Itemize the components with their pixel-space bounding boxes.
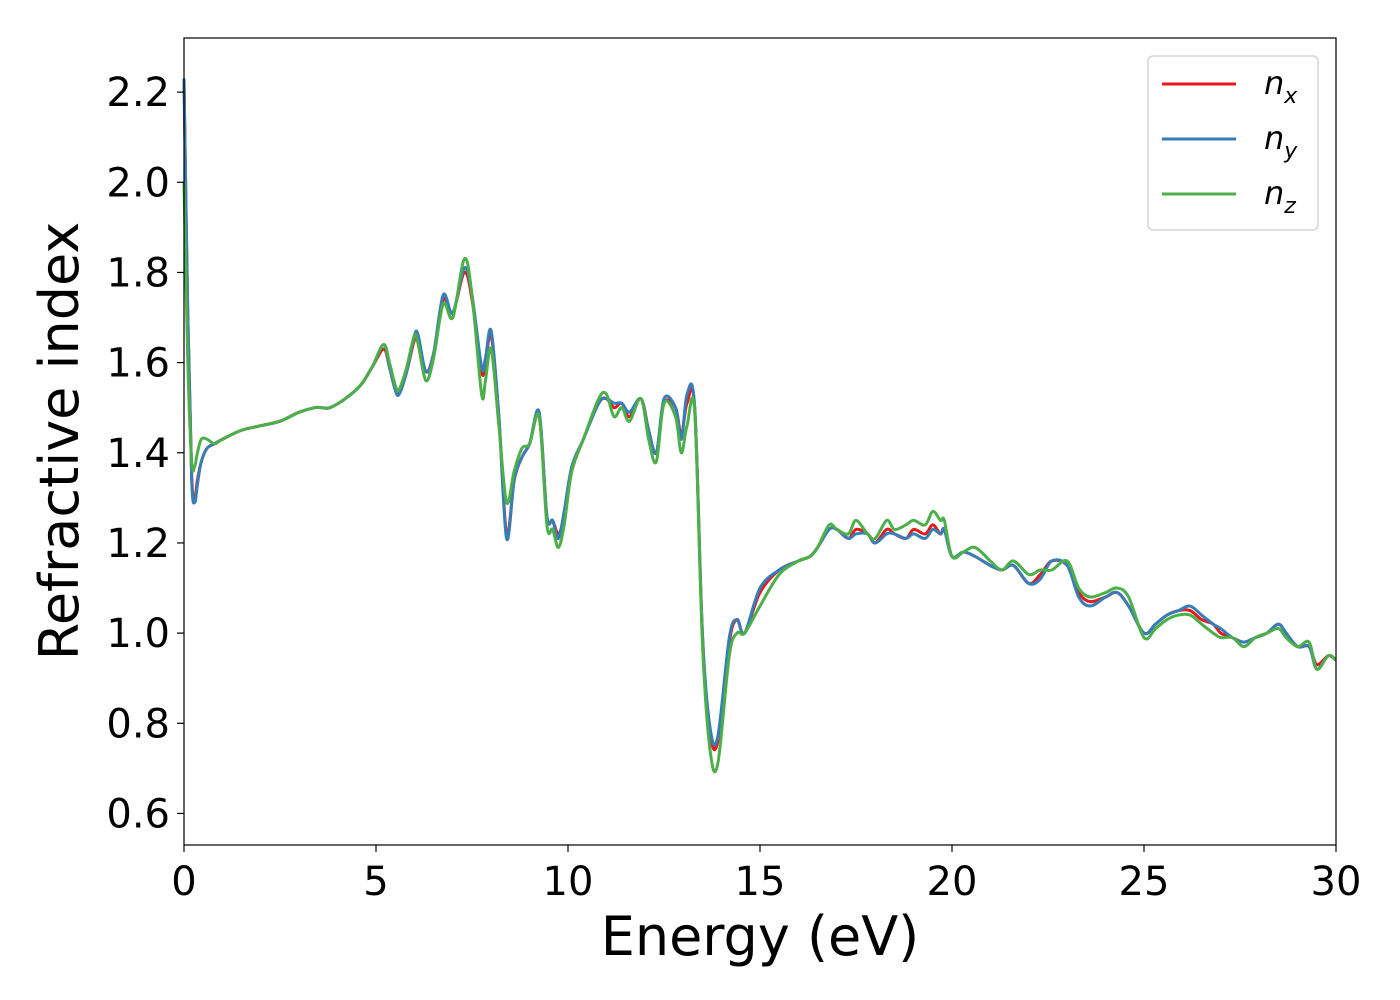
y-axis: 0.6 0.8 1.0 1.2 1.4 1.6 1.8 2.0 2.2 [106,70,184,837]
series-lines [182,78,1337,774]
x-tick-label: 15 [735,859,786,905]
series-line-z [182,182,1337,774]
y-tick-label: 1.6 [106,341,170,387]
y-tick-label: 2.2 [106,70,170,116]
x-axis: 0 5 10 15 20 25 30 [171,845,1361,905]
legend-label-x: nx [1264,64,1298,109]
y-tick-label: 1.0 [106,611,170,657]
x-tick-label: 30 [1311,859,1362,905]
y-axis-title: Refractive index [28,222,91,661]
y-tick-label: 1.4 [106,431,170,477]
x-tick-label: 25 [1119,859,1170,905]
x-tick-label: 5 [363,859,388,905]
x-axis-title: Energy (eV) [601,905,920,968]
y-tick-label: 0.6 [106,791,170,837]
y-tick-label: 0.8 [106,701,170,747]
y-tick-label: 2.0 [106,160,170,206]
x-tick-label: 10 [543,859,594,905]
x-tick-label: 20 [927,859,978,905]
legend-box [1147,55,1319,231]
x-tick-label: 0 [171,859,196,905]
y-tick-label: 1.2 [106,521,170,567]
y-tick-label: 1.8 [106,250,170,296]
